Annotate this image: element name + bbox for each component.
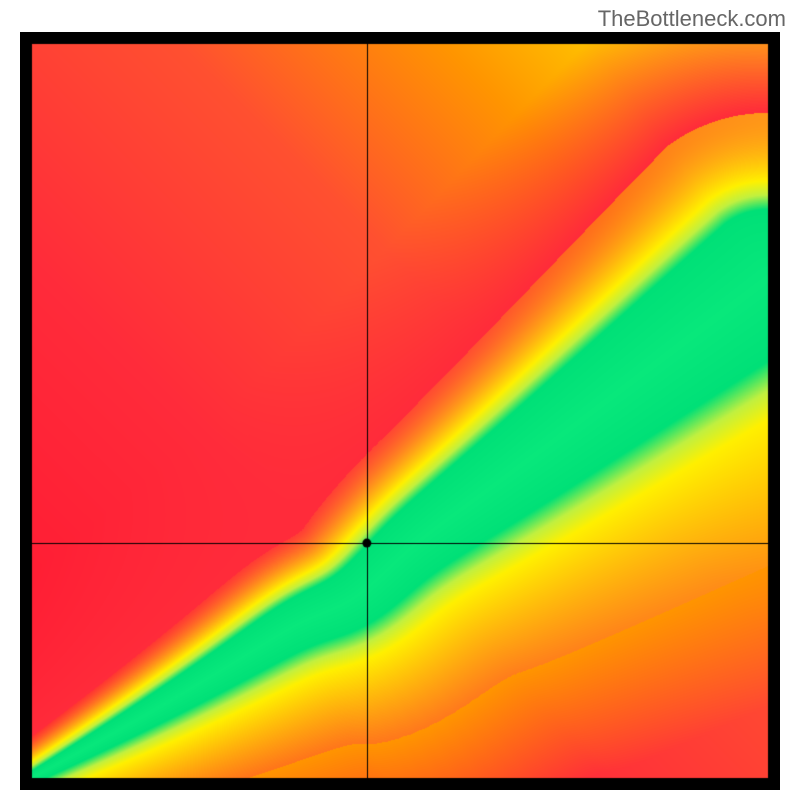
- heatmap-canvas: [20, 32, 780, 790]
- chart-container: TheBottleneck.com: [0, 0, 800, 800]
- watermark-text: TheBottleneck.com: [598, 6, 786, 32]
- plot-outer-frame: [20, 32, 780, 790]
